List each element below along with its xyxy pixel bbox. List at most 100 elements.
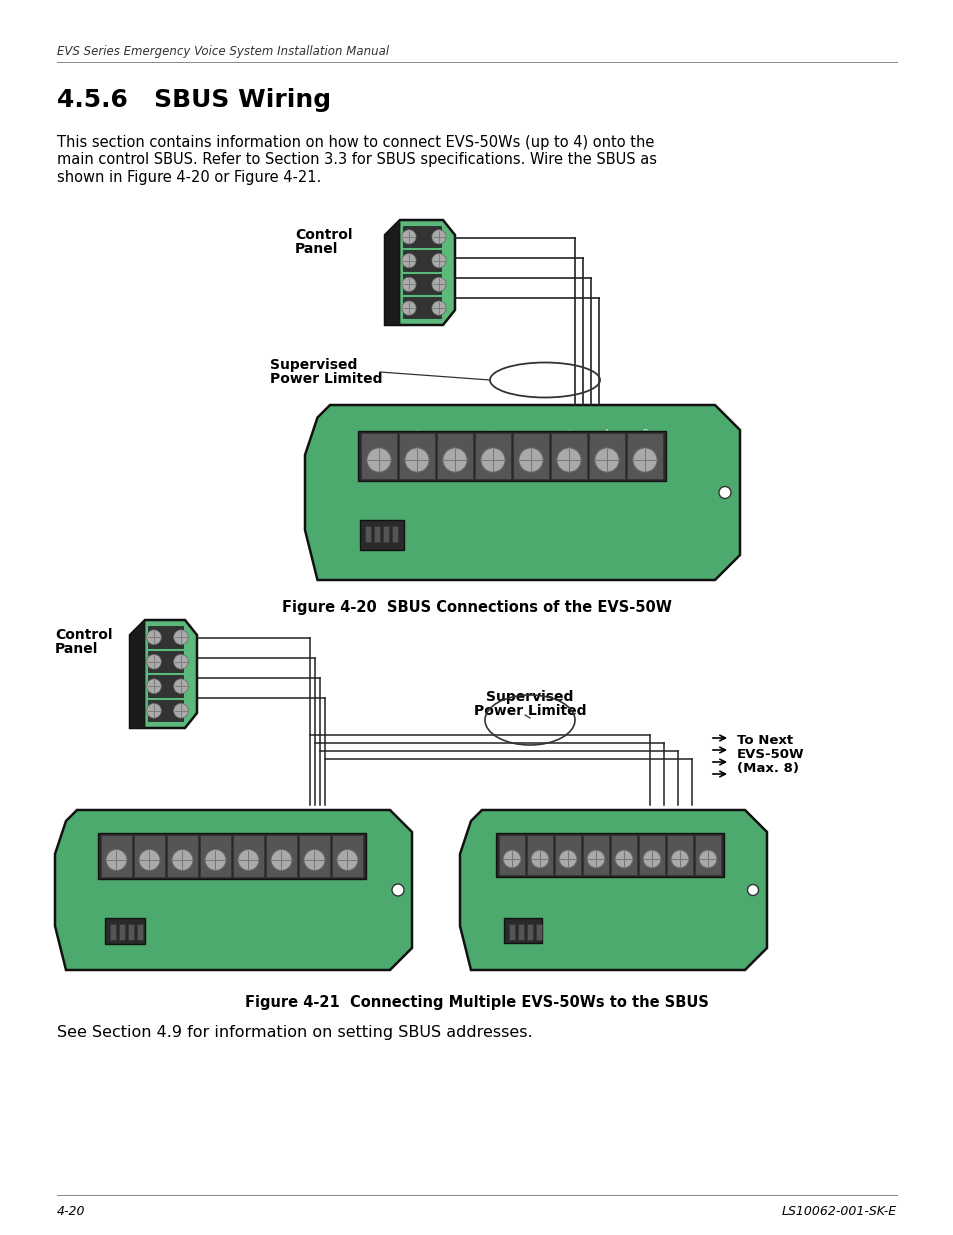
Polygon shape	[305, 405, 740, 580]
Bar	[105, 918, 145, 944]
Text: Power Limited: Power Limited	[474, 704, 586, 718]
Text: +: +	[414, 429, 420, 438]
Bar	[148, 676, 183, 697]
Text: Figure 4-20  SBUS Connections of the EVS-50W: Figure 4-20 SBUS Connections of the EVS-…	[282, 600, 671, 615]
Text: Control: Control	[294, 228, 352, 242]
Text: B: B	[345, 832, 350, 842]
Bar	[626, 433, 662, 479]
Circle shape	[558, 850, 577, 868]
Text: A: A	[677, 832, 681, 839]
Text: Control: Control	[55, 629, 112, 642]
Text: (Max. 8): (Max. 8)	[737, 762, 799, 776]
Bar	[402, 273, 440, 294]
Text: +: +	[648, 832, 655, 839]
Circle shape	[480, 448, 505, 472]
Bar	[610, 835, 637, 876]
Bar	[167, 835, 198, 877]
Text: EVS Series Emergency Voice System Installation Manual: EVS Series Emergency Voice System Instal…	[57, 44, 389, 58]
Text: -: -	[115, 832, 118, 842]
Text: +: +	[489, 429, 496, 438]
Circle shape	[531, 850, 548, 868]
Bar	[536, 924, 541, 940]
Circle shape	[557, 448, 580, 472]
Polygon shape	[55, 810, 412, 969]
Bar	[398, 433, 435, 479]
Bar	[359, 520, 403, 550]
Polygon shape	[130, 620, 196, 727]
Bar	[266, 835, 296, 877]
Text: -: -	[566, 832, 569, 839]
Circle shape	[432, 253, 446, 268]
Text: 4.5.6   SBUS Wiring: 4.5.6 SBUS Wiring	[57, 88, 331, 112]
Polygon shape	[385, 220, 399, 325]
Circle shape	[271, 850, 292, 871]
Circle shape	[502, 850, 520, 868]
Bar	[526, 835, 553, 876]
Circle shape	[632, 448, 657, 472]
Bar	[382, 526, 389, 542]
Text: A: A	[312, 832, 316, 842]
Text: OUT: OUT	[110, 839, 124, 845]
Text: -: -	[181, 832, 184, 842]
Bar	[148, 626, 183, 647]
Bar	[360, 433, 396, 479]
Text: SBUS: SBUS	[520, 435, 540, 445]
Bar	[298, 835, 330, 877]
Text: OUT: OUT	[371, 435, 387, 445]
Bar	[402, 249, 440, 270]
Text: 4-20: 4-20	[57, 1205, 86, 1218]
Bar	[128, 924, 133, 940]
Circle shape	[173, 679, 188, 694]
Bar	[555, 835, 580, 876]
Text: To Next: To Next	[737, 734, 792, 747]
Bar	[509, 924, 515, 940]
Text: Power Limited: Power Limited	[270, 372, 382, 387]
Bar	[551, 433, 586, 479]
Circle shape	[747, 884, 758, 895]
Bar	[233, 835, 264, 877]
Bar	[137, 924, 143, 940]
Bar	[110, 924, 116, 940]
Circle shape	[432, 277, 446, 291]
Circle shape	[595, 448, 618, 472]
Text: +: +	[593, 832, 598, 839]
Text: Panel: Panel	[55, 642, 98, 656]
Text: EVS-50W: EVS-50W	[737, 748, 803, 761]
Bar	[119, 924, 125, 940]
Bar	[98, 832, 366, 879]
Circle shape	[401, 277, 416, 291]
Circle shape	[147, 679, 161, 694]
Text: LS10062-001-SK-E: LS10062-001-SK-E	[781, 1205, 896, 1218]
Text: -: -	[377, 429, 380, 438]
Text: +: +	[146, 832, 152, 842]
Bar	[498, 835, 524, 876]
Bar	[436, 433, 473, 479]
Text: IN: IN	[564, 839, 571, 844]
Circle shape	[106, 850, 127, 871]
Circle shape	[147, 704, 161, 718]
Circle shape	[392, 884, 403, 897]
Bar	[402, 226, 440, 247]
Bar	[332, 835, 363, 877]
Text: -: -	[529, 429, 532, 438]
Bar	[374, 526, 379, 542]
Text: Supervised: Supervised	[270, 358, 357, 372]
Bar	[588, 433, 624, 479]
Bar	[475, 433, 511, 479]
Text: B: B	[641, 429, 647, 438]
Circle shape	[719, 487, 730, 499]
Text: Figure 4-21  Connecting Multiple EVS-50Ws to the SBUS: Figure 4-21 Connecting Multiple EVS-50Ws…	[245, 995, 708, 1010]
Bar	[496, 832, 723, 877]
Circle shape	[401, 230, 416, 245]
Text: This section contains information on how to connect EVS-50Ws (up to 4) onto the
: This section contains information on how…	[57, 135, 657, 185]
Circle shape	[586, 850, 604, 868]
Bar	[526, 924, 533, 940]
Circle shape	[642, 850, 660, 868]
Bar	[148, 699, 183, 721]
Circle shape	[367, 448, 391, 472]
Text: IN: IN	[179, 839, 186, 845]
Text: +: +	[565, 429, 572, 438]
Bar	[101, 835, 132, 877]
Circle shape	[336, 850, 357, 871]
Text: B: B	[705, 832, 710, 839]
